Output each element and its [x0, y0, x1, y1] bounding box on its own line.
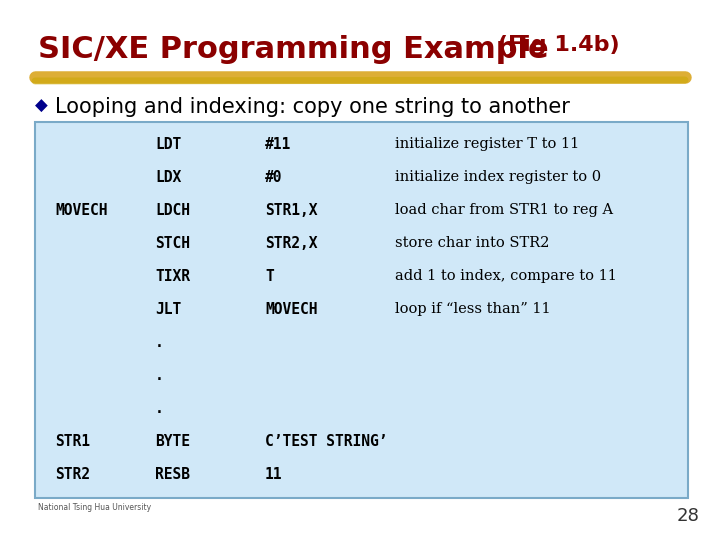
Text: loop if “less than” 11: loop if “less than” 11 [395, 302, 551, 316]
Text: STR2,X: STR2,X [265, 236, 318, 251]
Text: T: T [265, 269, 274, 284]
Text: STR1: STR1 [55, 434, 90, 449]
Text: BYTE: BYTE [155, 434, 190, 449]
Text: National Tsing Hua University: National Tsing Hua University [38, 503, 151, 512]
Text: 28: 28 [677, 507, 700, 525]
Text: Looping and indexing: copy one string to another: Looping and indexing: copy one string to… [55, 97, 570, 117]
Text: 11: 11 [265, 467, 282, 482]
Text: STCH: STCH [155, 236, 190, 251]
Text: LDCH: LDCH [155, 203, 190, 218]
Text: LDX: LDX [155, 170, 181, 185]
Text: initialize index register to 0: initialize index register to 0 [395, 170, 601, 184]
Text: .: . [155, 401, 163, 416]
Text: #0: #0 [265, 170, 282, 185]
Text: (Fig 1.4b): (Fig 1.4b) [490, 35, 620, 55]
Text: add 1 to index, compare to 11: add 1 to index, compare to 11 [395, 269, 617, 283]
Text: STR1,X: STR1,X [265, 203, 318, 218]
Text: #11: #11 [265, 137, 292, 152]
Text: TIXR: TIXR [155, 269, 190, 284]
FancyBboxPatch shape [35, 122, 688, 498]
Text: initialize register T to 11: initialize register T to 11 [395, 137, 580, 151]
Text: RESB: RESB [155, 467, 190, 482]
Text: .: . [155, 368, 163, 383]
Text: STR2: STR2 [55, 467, 90, 482]
Text: C’TEST STRING’: C’TEST STRING’ [265, 434, 387, 449]
Text: load char from STR1 to reg A: load char from STR1 to reg A [395, 203, 613, 217]
Text: SIC/XE Programming Example: SIC/XE Programming Example [38, 35, 549, 64]
Text: ◆: ◆ [35, 97, 48, 115]
Text: LDT: LDT [155, 137, 181, 152]
Text: MOVECH: MOVECH [55, 203, 107, 218]
Text: JLT: JLT [155, 302, 181, 317]
Text: .: . [155, 335, 163, 350]
Text: MOVECH: MOVECH [265, 302, 318, 317]
Text: store char into STR2: store char into STR2 [395, 236, 549, 250]
